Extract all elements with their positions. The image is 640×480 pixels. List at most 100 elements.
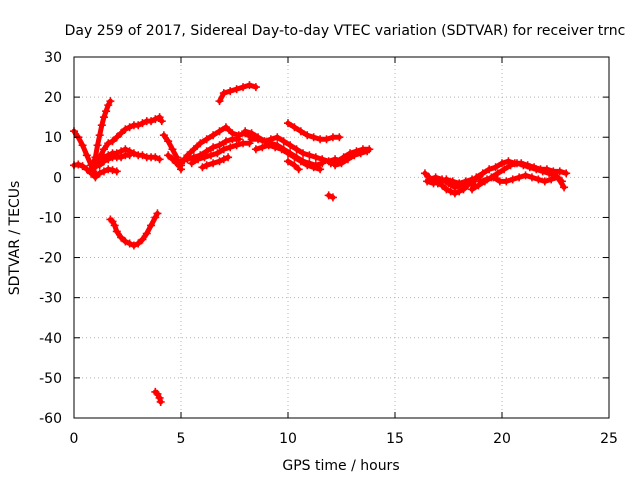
data-point-marker [138,235,147,244]
data-point-marker [444,179,453,188]
data-point-marker [363,147,372,156]
data-point-marker [189,153,198,162]
data-points [70,81,571,406]
y-tick-label: 20 [44,90,62,106]
data-point-marker [316,165,325,174]
y-tick-label: 30 [44,50,62,66]
data-point-marker [489,173,498,182]
data-point-marker [500,165,509,174]
data-point-marker [284,119,292,128]
data-point-marker [545,169,554,178]
y-tick-label: -60 [39,411,62,427]
data-point-marker [112,133,121,142]
data-point-marker [91,173,100,182]
data-point-marker [425,175,434,184]
data-point-marker [485,165,494,174]
x-tick-label: 25 [600,431,618,447]
data-point-marker [202,161,211,170]
data-point-marker [213,149,222,158]
data-point-marker [472,173,481,182]
data-point-marker [196,139,205,148]
data-point-marker [151,213,160,222]
data-point-marker [547,175,556,184]
data-point-marker [224,153,233,162]
data-point-marker [493,169,502,178]
data-point-marker [350,151,359,160]
data-point-marker [239,83,248,92]
data-point-marker [232,85,241,94]
data-point-marker [221,123,230,132]
data-point-marker [196,151,205,160]
data-point-marker [99,145,108,154]
y-axis-label: SDTVAR / TECUs [7,181,23,296]
data-point-marker [309,133,318,142]
axis-ticks: 0 5 10 15 20 25 30 20 10 0 -10 -20 -30 -40 -50 -60 [39,50,618,447]
data-point-marker [95,161,104,170]
data-point-marker [202,135,211,144]
data-point-marker [153,389,162,398]
y-tick-label: -20 [39,251,62,267]
x-axis-label: GPS time / hours [282,458,399,474]
data-point-marker [142,229,151,238]
data-point-marker [476,177,485,186]
data-point-marker [108,137,117,146]
data-point-marker [104,165,113,174]
data-point-marker [241,127,250,136]
data-point-marker [110,221,119,230]
data-point-marker [112,167,121,176]
data-point-marker [322,135,331,144]
data-point-marker [219,155,228,164]
data-point-marker [420,169,429,178]
data-point-marker [221,137,230,146]
data-point-marker [121,237,130,246]
data-point-marker [151,115,160,124]
data-point-marker [87,165,96,174]
data-point-marker [121,125,130,134]
data-point-marker [296,127,305,136]
data-point-marker [206,151,215,160]
data-point-marker [155,113,164,122]
data-point-marker [517,159,526,168]
data-point-marker [448,177,457,186]
data-point-marker [97,121,106,130]
data-point-marker [232,141,241,150]
data-point-marker [346,149,355,158]
data-point-marker [498,159,506,168]
data-point-marker [557,177,566,186]
data-point-marker [508,175,517,184]
data-point-marker [91,163,100,172]
data-point-marker [298,149,307,158]
data-point-marker [502,177,511,186]
data-point-marker [309,163,318,172]
data-point-marker [151,153,160,162]
data-point-marker [266,135,275,144]
data-point-marker [189,145,198,154]
data-point-marker [108,217,117,226]
data-point-marker [155,155,164,164]
data-point-marker [474,181,483,190]
x-tick-label: 20 [493,431,511,447]
data-point-marker [194,155,203,164]
data-point-marker [277,145,286,154]
data-point-marker [251,83,260,92]
data-point-marker [215,127,224,136]
data-point-marker [429,179,438,188]
data-point-marker [245,139,254,148]
y-tick-label: 10 [44,130,62,146]
grid-lines [73,56,610,419]
data-point-marker [198,163,207,172]
data-point-marker [78,141,87,150]
data-point-marker [200,153,209,162]
data-point-marker [209,131,218,140]
data-point-marker [104,101,113,110]
data-point-marker [134,121,143,130]
data-point-marker [290,161,299,170]
data-point-marker [450,183,459,192]
data-point-marker [219,89,228,98]
data-point-marker [286,141,295,150]
data-point-marker [343,155,352,164]
data-point-marker [527,173,536,182]
data-point-marker [290,153,299,162]
data-point-marker [125,239,134,248]
x-tick-label: 10 [279,431,297,447]
